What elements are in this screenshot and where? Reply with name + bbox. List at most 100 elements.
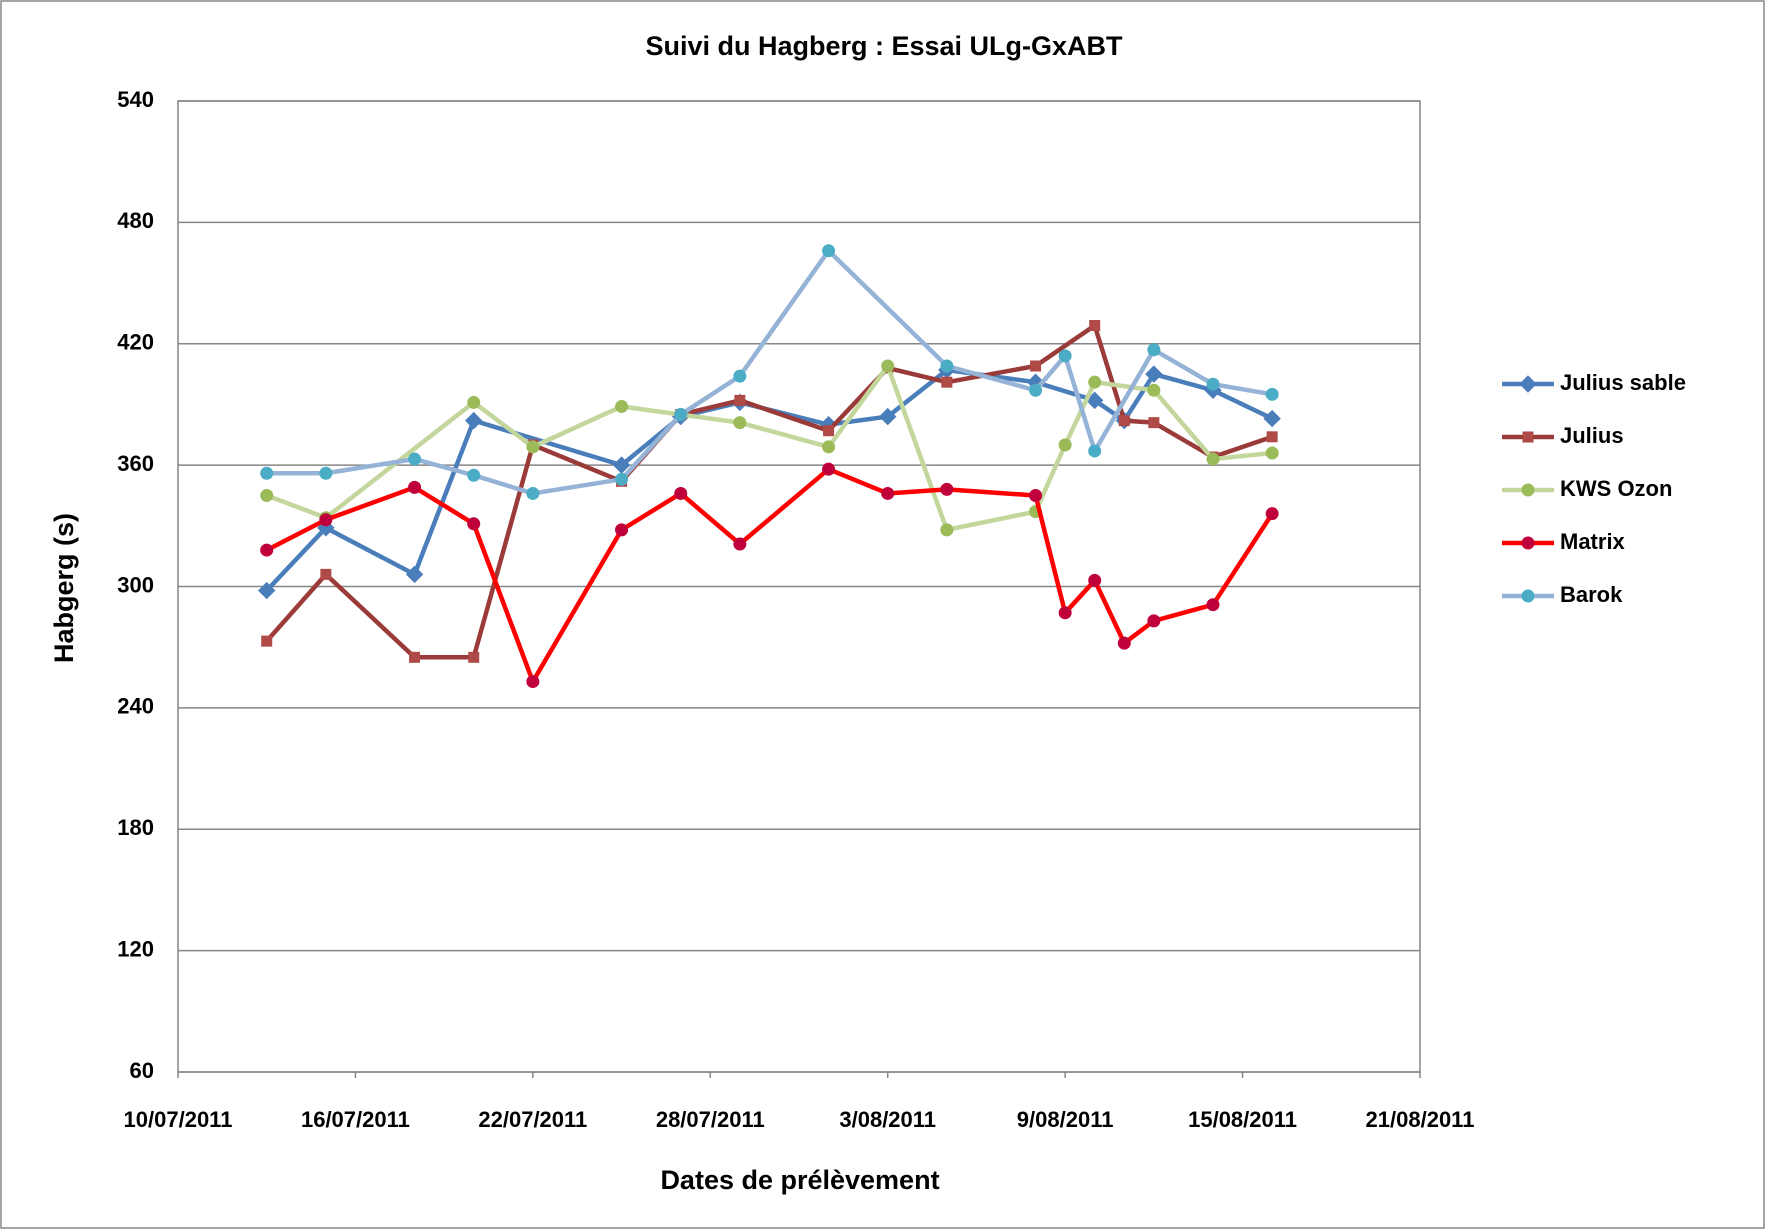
data-point [526, 675, 540, 689]
data-point [881, 359, 895, 373]
data-point [1088, 375, 1102, 389]
data-point [1263, 409, 1281, 428]
y-tick-label: 240 [117, 694, 154, 719]
data-point [733, 369, 747, 383]
data-point [261, 635, 273, 647]
series-line [265, 367, 1274, 593]
data-point [409, 651, 421, 663]
data-point [320, 568, 332, 580]
data-point [1148, 417, 1160, 429]
data-point [1058, 606, 1072, 620]
legend-marker [1519, 375, 1537, 393]
data-point [822, 244, 836, 258]
data-point [465, 411, 483, 430]
data-point [1265, 446, 1279, 460]
data-point [1088, 444, 1102, 458]
y-tick-label: 60 [130, 1058, 154, 1083]
data-point [940, 482, 954, 496]
data-point [733, 416, 747, 430]
x-tick-label: 16/07/2011 [301, 1107, 410, 1132]
data-point [260, 543, 274, 557]
data-point [615, 523, 629, 537]
data-point [940, 359, 954, 373]
data-point [879, 407, 897, 426]
legend-label: Julius sable [1560, 370, 1686, 395]
data-point [260, 466, 274, 480]
data-point [467, 395, 481, 409]
x-tick-label: 10/07/2011 [124, 1107, 233, 1132]
legend-label: Matrix [1560, 529, 1626, 554]
data-point [615, 399, 629, 413]
legend-label: Julius [1560, 423, 1624, 448]
data-point [674, 486, 688, 500]
y-tick-label: 420 [117, 330, 154, 355]
data-point [260, 488, 274, 502]
legend-label: KWS Ozon [1560, 476, 1672, 501]
data-point [408, 452, 422, 466]
data-point [1089, 320, 1101, 332]
data-point [1088, 573, 1102, 587]
chart-title: Suivi du Hagberg : Essai ULg-GxABT [645, 31, 1123, 61]
data-point [526, 486, 540, 500]
data-point [405, 565, 424, 584]
data-point [1147, 343, 1161, 357]
series-line [266, 248, 1273, 496]
x-tick-label: 15/08/2011 [1188, 1107, 1297, 1132]
data-point [1266, 431, 1278, 443]
data-point [1029, 488, 1043, 502]
data-point [319, 513, 333, 527]
data-point [615, 472, 629, 486]
legend-marker [1522, 431, 1534, 443]
data-point [1206, 598, 1220, 612]
data-point [468, 651, 480, 663]
legend-label: Barok [1560, 582, 1623, 607]
y-tick-label: 360 [117, 451, 154, 476]
legend-marker [1521, 536, 1535, 550]
data-point [1145, 365, 1163, 383]
data-point [1117, 636, 1131, 650]
data-point [1147, 383, 1161, 397]
y-tick-label: 120 [117, 936, 154, 961]
data-point [733, 537, 747, 551]
data-point [467, 468, 481, 482]
y-tick-label: 540 [117, 87, 154, 112]
data-point [319, 466, 333, 480]
data-point [1206, 377, 1220, 391]
data-point [408, 480, 422, 494]
data-point [1030, 360, 1042, 372]
data-point [1206, 452, 1220, 466]
legend-marker [1521, 483, 1535, 497]
data-point [1058, 349, 1072, 363]
x-tick-label: 22/07/2011 [478, 1107, 587, 1132]
data-point [822, 462, 836, 476]
legend-marker [1521, 589, 1535, 603]
x-tick-label: 9/08/2011 [1017, 1107, 1114, 1132]
series-line [265, 363, 1273, 533]
x-tick-label: 3/08/2011 [839, 1107, 936, 1132]
data-point [1118, 415, 1130, 427]
data-point [881, 486, 895, 500]
x-tick-label: 21/08/2011 [1366, 1107, 1475, 1132]
data-point [1058, 438, 1072, 452]
data-point [1265, 507, 1279, 521]
data-point [467, 517, 481, 531]
data-point [258, 581, 276, 600]
y-axis-title: Habgerg (s) [49, 513, 79, 663]
data-point [822, 440, 836, 454]
x-tick-label: 28/07/2011 [656, 1107, 765, 1132]
y-tick-label: 180 [117, 815, 154, 840]
data-point [940, 523, 954, 537]
data-point [1265, 387, 1279, 401]
data-point [526, 440, 540, 454]
data-point [1147, 614, 1161, 628]
x-axis-title: Dates de prélèvement [660, 1165, 939, 1195]
data-point [941, 376, 953, 388]
y-tick-label: 480 [117, 208, 154, 233]
data-point [1029, 383, 1043, 397]
data-point [734, 394, 746, 406]
data-point [823, 425, 835, 437]
data-point [674, 408, 688, 422]
y-tick-label: 300 [117, 572, 154, 597]
